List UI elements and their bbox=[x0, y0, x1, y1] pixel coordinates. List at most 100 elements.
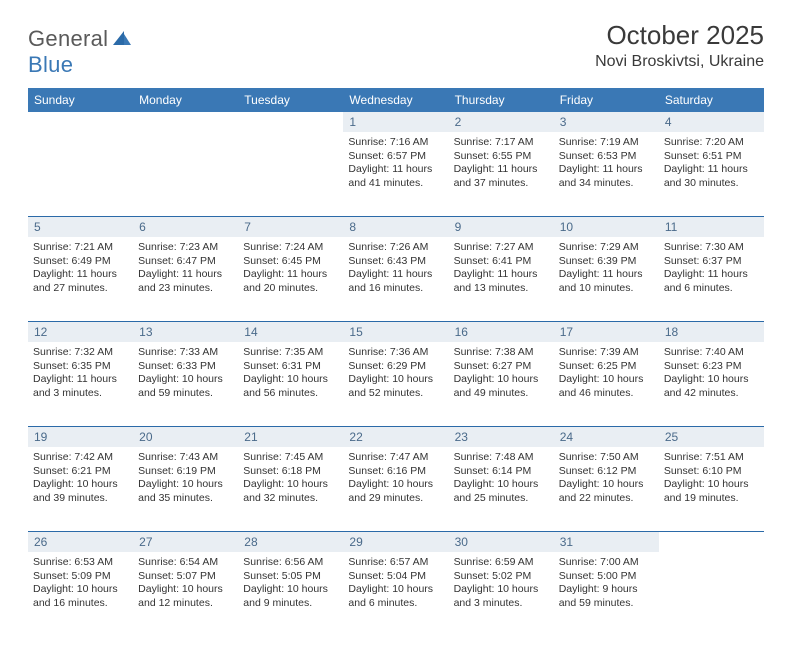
daylight-line: Daylight: 10 hours and 16 minutes. bbox=[33, 583, 128, 610]
daylight-line: Daylight: 10 hours and 52 minutes. bbox=[348, 373, 443, 400]
day-cell: Sunrise: 7:47 AMSunset: 6:16 PMDaylight:… bbox=[343, 447, 448, 531]
weekday-header: Thursday bbox=[449, 88, 554, 112]
sunset-line: Sunset: 6:47 PM bbox=[138, 255, 233, 269]
day-number: 25 bbox=[659, 427, 764, 447]
day-number: 6 bbox=[133, 217, 238, 237]
day-number: 17 bbox=[554, 322, 659, 342]
sunset-line: Sunset: 5:00 PM bbox=[559, 570, 654, 584]
day-cell: Sunrise: 6:57 AMSunset: 5:04 PMDaylight:… bbox=[343, 552, 448, 636]
daylight-line: Daylight: 10 hours and 22 minutes. bbox=[559, 478, 654, 505]
day-number: 1 bbox=[343, 112, 448, 132]
day-cell: Sunrise: 7:16 AMSunset: 6:57 PMDaylight:… bbox=[343, 132, 448, 216]
sunrise-line: Sunrise: 7:48 AM bbox=[454, 451, 549, 465]
sunrise-line: Sunrise: 7:45 AM bbox=[243, 451, 338, 465]
sunset-line: Sunset: 6:41 PM bbox=[454, 255, 549, 269]
sunrise-line: Sunrise: 7:38 AM bbox=[454, 346, 549, 360]
sunrise-line: Sunrise: 7:33 AM bbox=[138, 346, 233, 360]
weekday-header: Sunday bbox=[28, 88, 133, 112]
day-number: 22 bbox=[343, 427, 448, 447]
logo-word-blue: Blue bbox=[28, 52, 73, 77]
day-number: 11 bbox=[659, 217, 764, 237]
daylight-line: Daylight: 11 hours and 13 minutes. bbox=[454, 268, 549, 295]
sunrise-line: Sunrise: 7:21 AM bbox=[33, 241, 128, 255]
header: General Blue October 2025 Novi Broskivts… bbox=[28, 20, 764, 78]
day-cell: Sunrise: 7:35 AMSunset: 6:31 PMDaylight:… bbox=[238, 342, 343, 426]
day-cell: Sunrise: 7:39 AMSunset: 6:25 PMDaylight:… bbox=[554, 342, 659, 426]
daylight-line: Daylight: 11 hours and 23 minutes. bbox=[138, 268, 233, 295]
day-number: 3 bbox=[554, 112, 659, 132]
sunrise-line: Sunrise: 7:51 AM bbox=[664, 451, 759, 465]
day-number: 29 bbox=[343, 532, 448, 552]
daylight-line: Daylight: 11 hours and 27 minutes. bbox=[33, 268, 128, 295]
day-number: 27 bbox=[133, 532, 238, 552]
title-block: October 2025 Novi Broskivtsi, Ukraine bbox=[595, 20, 764, 71]
daylight-line: Daylight: 11 hours and 10 minutes. bbox=[559, 268, 654, 295]
day-cell: Sunrise: 7:23 AMSunset: 6:47 PMDaylight:… bbox=[133, 237, 238, 321]
sunset-line: Sunset: 6:35 PM bbox=[33, 360, 128, 374]
day-cell: Sunrise: 7:30 AMSunset: 6:37 PMDaylight:… bbox=[659, 237, 764, 321]
day-cell: Sunrise: 7:40 AMSunset: 6:23 PMDaylight:… bbox=[659, 342, 764, 426]
day-cell: Sunrise: 7:33 AMSunset: 6:33 PMDaylight:… bbox=[133, 342, 238, 426]
day-cell: Sunrise: 7:27 AMSunset: 6:41 PMDaylight:… bbox=[449, 237, 554, 321]
sunrise-line: Sunrise: 6:59 AM bbox=[454, 556, 549, 570]
location: Novi Broskivtsi, Ukraine bbox=[595, 53, 764, 71]
day-number: 4 bbox=[659, 112, 764, 132]
day-cell-empty bbox=[238, 132, 343, 216]
day-number: 20 bbox=[133, 427, 238, 447]
day-cell: Sunrise: 7:48 AMSunset: 6:14 PMDaylight:… bbox=[449, 447, 554, 531]
logo-word-general: General bbox=[28, 26, 108, 51]
day-number: 30 bbox=[449, 532, 554, 552]
day-number-blank bbox=[659, 532, 764, 552]
sunrise-line: Sunrise: 7:16 AM bbox=[348, 136, 443, 150]
sunrise-line: Sunrise: 7:32 AM bbox=[33, 346, 128, 360]
daylight-line: Daylight: 10 hours and 6 minutes. bbox=[348, 583, 443, 610]
sunset-line: Sunset: 6:18 PM bbox=[243, 465, 338, 479]
daylight-line: Daylight: 10 hours and 3 minutes. bbox=[454, 583, 549, 610]
daylight-line: Daylight: 10 hours and 39 minutes. bbox=[33, 478, 128, 505]
sunrise-line: Sunrise: 6:56 AM bbox=[243, 556, 338, 570]
week-row: Sunrise: 7:16 AMSunset: 6:57 PMDaylight:… bbox=[28, 132, 764, 216]
sunset-line: Sunset: 5:04 PM bbox=[348, 570, 443, 584]
daynum-row: 12131415161718 bbox=[28, 321, 764, 342]
day-number-blank bbox=[133, 112, 238, 132]
sunset-line: Sunset: 6:12 PM bbox=[559, 465, 654, 479]
day-cell: Sunrise: 7:50 AMSunset: 6:12 PMDaylight:… bbox=[554, 447, 659, 531]
sunrise-line: Sunrise: 7:17 AM bbox=[454, 136, 549, 150]
daylight-line: Daylight: 11 hours and 16 minutes. bbox=[348, 268, 443, 295]
daylight-line: Daylight: 11 hours and 30 minutes. bbox=[664, 163, 759, 190]
sunset-line: Sunset: 6:33 PM bbox=[138, 360, 233, 374]
daylight-line: Daylight: 10 hours and 12 minutes. bbox=[138, 583, 233, 610]
day-cell: Sunrise: 7:42 AMSunset: 6:21 PMDaylight:… bbox=[28, 447, 133, 531]
sunrise-line: Sunrise: 7:36 AM bbox=[348, 346, 443, 360]
day-number: 13 bbox=[133, 322, 238, 342]
daylight-line: Daylight: 11 hours and 3 minutes. bbox=[33, 373, 128, 400]
sunrise-line: Sunrise: 7:00 AM bbox=[559, 556, 654, 570]
day-number: 31 bbox=[554, 532, 659, 552]
day-cell: Sunrise: 7:17 AMSunset: 6:55 PMDaylight:… bbox=[449, 132, 554, 216]
weekday-header: Tuesday bbox=[238, 88, 343, 112]
sunrise-line: Sunrise: 7:19 AM bbox=[559, 136, 654, 150]
day-number: 18 bbox=[659, 322, 764, 342]
daylight-line: Daylight: 10 hours and 32 minutes. bbox=[243, 478, 338, 505]
day-cell: Sunrise: 6:56 AMSunset: 5:05 PMDaylight:… bbox=[238, 552, 343, 636]
sunrise-line: Sunrise: 7:50 AM bbox=[559, 451, 654, 465]
sunset-line: Sunset: 6:31 PM bbox=[243, 360, 338, 374]
sunrise-line: Sunrise: 6:57 AM bbox=[348, 556, 443, 570]
sunset-line: Sunset: 6:10 PM bbox=[664, 465, 759, 479]
sunrise-line: Sunrise: 7:23 AM bbox=[138, 241, 233, 255]
daylight-line: Daylight: 10 hours and 29 minutes. bbox=[348, 478, 443, 505]
sunset-line: Sunset: 6:55 PM bbox=[454, 150, 549, 164]
day-cell: Sunrise: 6:54 AMSunset: 5:07 PMDaylight:… bbox=[133, 552, 238, 636]
daylight-line: Daylight: 10 hours and 56 minutes. bbox=[243, 373, 338, 400]
sunset-line: Sunset: 6:23 PM bbox=[664, 360, 759, 374]
day-cell: Sunrise: 7:51 AMSunset: 6:10 PMDaylight:… bbox=[659, 447, 764, 531]
day-number-blank bbox=[238, 112, 343, 132]
daylight-line: Daylight: 10 hours and 19 minutes. bbox=[664, 478, 759, 505]
sunset-line: Sunset: 6:53 PM bbox=[559, 150, 654, 164]
day-cell: Sunrise: 7:20 AMSunset: 6:51 PMDaylight:… bbox=[659, 132, 764, 216]
sunset-line: Sunset: 6:49 PM bbox=[33, 255, 128, 269]
daylight-line: Daylight: 10 hours and 59 minutes. bbox=[138, 373, 233, 400]
page: General Blue October 2025 Novi Broskivts… bbox=[0, 0, 792, 656]
daylight-line: Daylight: 10 hours and 49 minutes. bbox=[454, 373, 549, 400]
day-cell: Sunrise: 6:53 AMSunset: 5:09 PMDaylight:… bbox=[28, 552, 133, 636]
